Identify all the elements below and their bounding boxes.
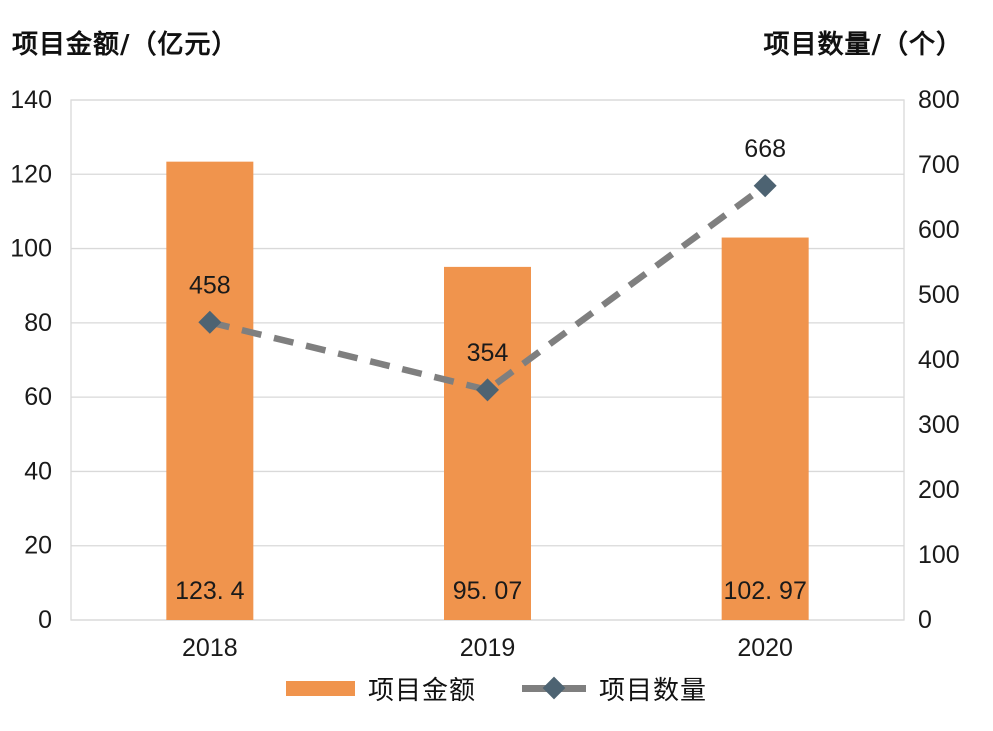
line-marker-2019 (476, 378, 499, 402)
y-axis-right-tick-label: 300 (918, 411, 960, 439)
bar-2018 (166, 161, 254, 620)
y-axis-right-tick-label: 400 (918, 346, 960, 374)
left-axis-title: 项目金额/（亿元） (12, 30, 239, 60)
line-marker-2018 (198, 310, 222, 334)
legend: 项目金额 项目数量 (0, 668, 993, 708)
bar-2020 (721, 237, 809, 621)
y-axis-left-tick-label: 140 (10, 86, 52, 114)
y-axis-left-tick-label: 0 (38, 606, 52, 634)
right-axis-title: 项目数量/（个） (763, 30, 963, 60)
legend-item-amount: 项目金额 (285, 670, 476, 707)
y-axis-left-tick-label: 100 (10, 235, 52, 263)
y-axis-right-tick-label: 100 (918, 541, 960, 569)
y-axis-right-tick-label: 200 (918, 476, 960, 504)
y-axis-right-tick-label: 600 (918, 216, 960, 244)
y-axis-right-tick-label: 800 (918, 86, 960, 114)
y-axis-left-tick-label: 20 (24, 532, 52, 560)
line-value-label: 354 (467, 339, 509, 367)
bar-2019 (444, 266, 531, 620)
line-marker-2020 (753, 174, 777, 198)
line-value-label: 458 (189, 271, 231, 299)
legend-bar-swatch (285, 680, 355, 696)
bar-value-label: 95. 07 (453, 577, 523, 605)
bar-value-label: 123. 4 (175, 577, 245, 605)
legend-line-swatch (522, 676, 586, 700)
y-axis-left-tick-label: 120 (10, 160, 52, 188)
x-axis-tick-label: 2019 (460, 634, 516, 662)
line-value-label: 668 (744, 135, 786, 163)
y-axis-left-tick-label: 80 (24, 309, 52, 337)
bar-value-label: 102. 97 (723, 577, 806, 605)
y-axis-right-tick-label: 0 (918, 606, 932, 634)
legend-diamond-icon (542, 676, 566, 700)
legend-label-amount: 项目金额 (367, 675, 476, 706)
y-axis-right-tick-label: 700 (918, 151, 960, 179)
x-axis-tick-label: 2020 (737, 634, 793, 662)
legend-item-count: 项目数量 (522, 670, 707, 707)
y-axis-left-tick-label: 40 (24, 457, 52, 485)
y-axis-left-tick-label: 60 (24, 383, 52, 411)
x-axis-tick-label: 2018 (182, 634, 238, 662)
y-axis-right-tick-label: 500 (918, 281, 960, 309)
legend-label-count: 项目数量 (599, 675, 708, 706)
